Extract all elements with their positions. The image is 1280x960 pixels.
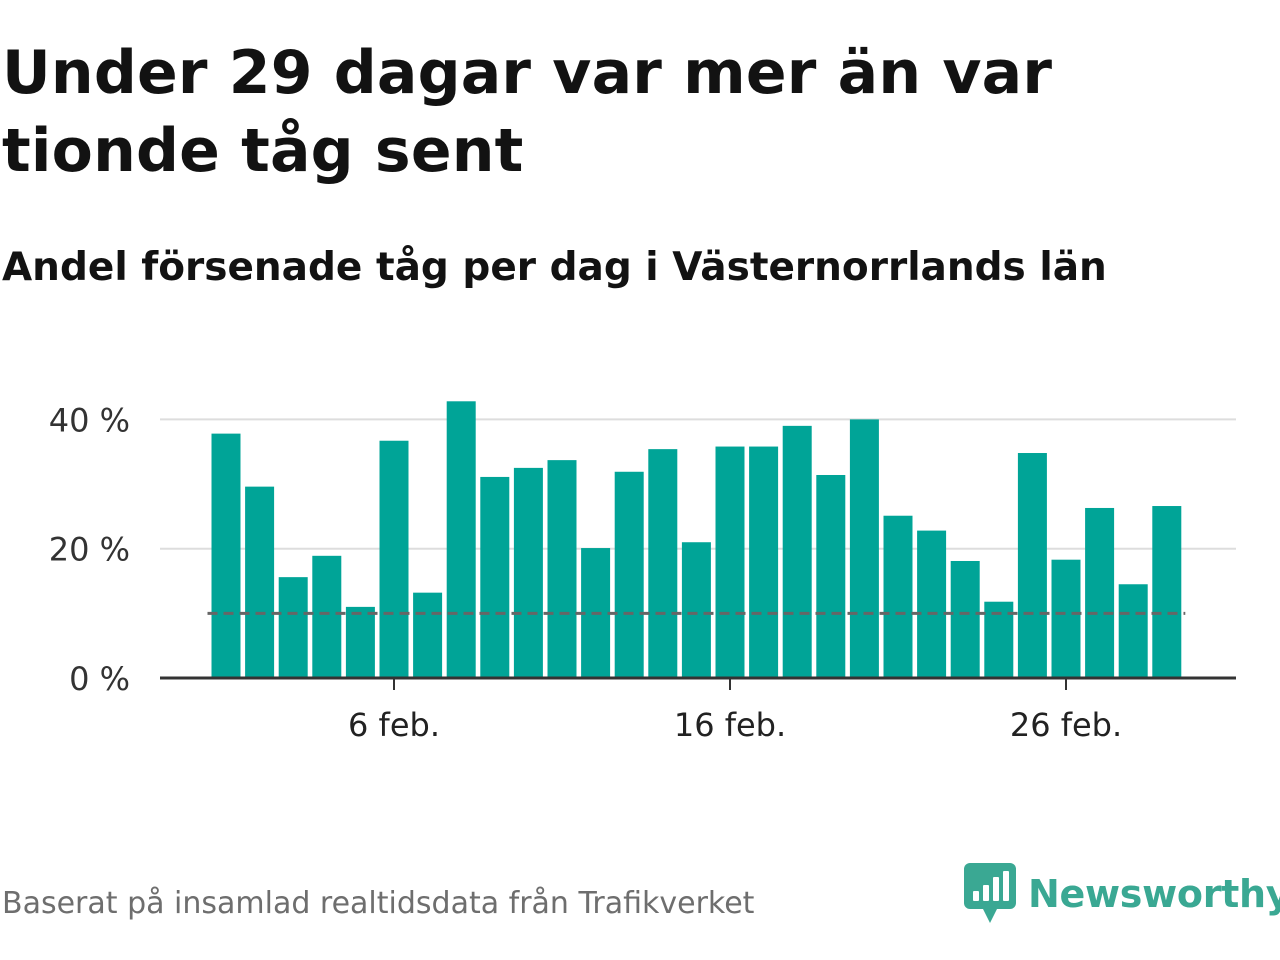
- grid-lines: [160, 418, 1236, 550]
- chart-title: Under 29 dagar var mer än var tionde tåg…: [2, 38, 1053, 186]
- chart-subtitle: Andel försenade tåg per dag i Västernorr…: [2, 245, 1107, 290]
- bar: [782, 425, 812, 678]
- bar: [278, 577, 308, 678]
- bar: [1085, 507, 1115, 678]
- newsworthy-logo-icon: [964, 863, 1016, 923]
- bar: [245, 486, 275, 678]
- bar: [648, 449, 678, 678]
- x-tick-label: 16 feb.: [674, 706, 786, 744]
- bar: [950, 560, 980, 678]
- y-tick-label: 40 %: [49, 401, 130, 439]
- newsworthy-logo[interactable]: Newsworthy: [964, 862, 1280, 926]
- bar: [917, 530, 947, 678]
- bar: [1152, 506, 1182, 678]
- bar: [312, 555, 342, 678]
- bars: [211, 401, 1182, 678]
- bar: [1118, 584, 1148, 678]
- bar: [547, 460, 577, 678]
- bar: [681, 542, 711, 678]
- bar-chart: 6 feb. 16 feb. 26 feb. 0 % 20 % 40 %: [49, 401, 1236, 744]
- x-axis: 6 feb. 16 feb. 26 feb.: [160, 676, 1236, 744]
- bar: [446, 401, 476, 678]
- bar: [345, 606, 375, 678]
- bar: [715, 446, 745, 678]
- bar: [480, 476, 510, 678]
- x-tick-label: 6 feb.: [348, 706, 440, 744]
- bar: [849, 419, 879, 678]
- bar: [816, 474, 846, 678]
- source-note: Baserat på insamlad realtidsdata från Tr…: [2, 886, 755, 921]
- bar: [749, 446, 779, 678]
- bar: [614, 471, 644, 678]
- y-tick-label: 0 %: [69, 660, 130, 698]
- bar: [211, 433, 241, 678]
- bar: [379, 440, 409, 678]
- bar: [883, 515, 913, 678]
- y-axis-labels: 0 % 20 % 40 %: [49, 401, 130, 698]
- bar: [1017, 453, 1047, 678]
- bar: [413, 592, 443, 678]
- bar: [1051, 559, 1081, 678]
- x-tick-label: 26 feb.: [1010, 706, 1122, 744]
- brand-name: Newsworthy: [1028, 872, 1280, 916]
- y-tick-label: 20 %: [49, 531, 130, 569]
- bar: [513, 467, 543, 678]
